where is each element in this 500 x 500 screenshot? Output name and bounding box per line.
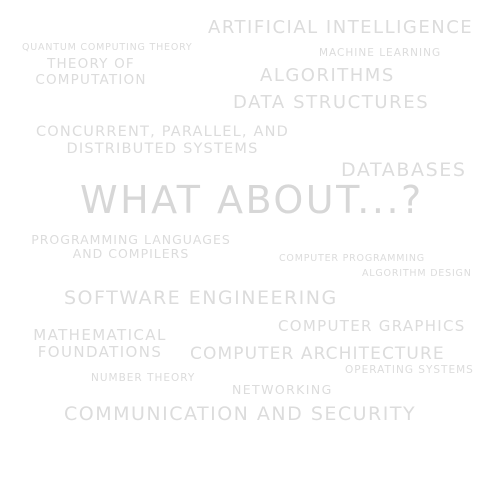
word-artificial-intelligence: ARTIFICIAL INTELLIGENCE (208, 17, 474, 38)
word-computer-graphics: COMPUTER GRAPHICS (278, 317, 466, 335)
concurrent-line1: CONCURRENT, PARALLEL, AND (35, 124, 290, 140)
concurrent-line2: DISTRIBUTED SYSTEMS (66, 140, 259, 157)
word-communication-and-security: COMMUNICATION AND SECURITY (64, 403, 417, 425)
word-what-about: WHAT ABOUT...? (80, 178, 424, 222)
mathematical-foundations-line2: FOUNDATIONS (37, 343, 163, 362)
theory-of-computation-line2: COMPUTATION (35, 71, 147, 88)
word-databases: DATABASES (341, 159, 467, 181)
word-mathematical-foundations: MATHEMATICAL FOUNDATIONS (24, 326, 176, 362)
word-networking: NETWORKING (232, 382, 333, 397)
word-quantum-computing-theory: QUANTUM COMPUTING THEORY (22, 42, 193, 53)
word-number-theory: NUMBER THEORY (91, 372, 196, 384)
theory-of-computation-line1: THEORY OF (47, 56, 135, 72)
word-operating-systems: OPERATING SYSTEMS (345, 364, 474, 376)
word-computer-architecture: COMPUTER ARCHITECTURE (190, 344, 445, 364)
programming-languages-line2: AND COMPILERS (72, 246, 190, 262)
word-machine-learning: MACHINE LEARNING (319, 47, 442, 59)
word-programming-languages-and-compilers: PROGRAMMING LANGUAGES AND COMPILERS (18, 232, 244, 262)
word-data-structures: DATA STRUCTURES (233, 92, 430, 113)
word-concurrent-parallel-distributed: CONCURRENT, PARALLEL, AND DISTRIBUTED SY… (10, 124, 315, 157)
programming-languages-line1: PROGRAMMING LANGUAGES (31, 232, 231, 247)
mathematical-foundations-line1: MATHEMATICAL (33, 326, 167, 344)
word-algorithm-design: ALGORITHM DESIGN (362, 268, 472, 279)
word-computer-programming: COMPUTER PROGRAMMING (279, 253, 425, 264)
word-theory-of-computation: THEORY OF COMPUTATION (20, 56, 162, 88)
word-algorithms: ALGORITHMS (260, 65, 395, 86)
word-software-engineering: SOFTWARE ENGINEERING (64, 287, 338, 309)
